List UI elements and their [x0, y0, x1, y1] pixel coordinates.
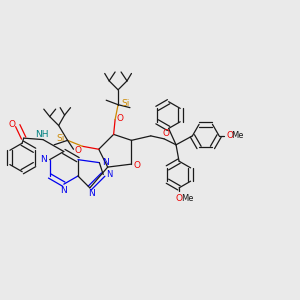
Text: N: N [60, 186, 67, 195]
Text: Si: Si [121, 99, 130, 108]
Text: Me: Me [181, 194, 194, 203]
Text: N: N [102, 158, 109, 167]
Text: O: O [8, 120, 15, 129]
Text: Me: Me [232, 131, 244, 140]
Text: N: N [40, 155, 46, 164]
Text: N: N [88, 189, 95, 198]
Text: O: O [74, 146, 82, 155]
Text: O: O [116, 113, 123, 122]
Text: Si: Si [56, 134, 64, 143]
Text: NH: NH [35, 130, 48, 139]
Text: O: O [176, 194, 182, 203]
Text: O: O [134, 161, 141, 170]
Text: O: O [226, 131, 233, 140]
Text: O: O [162, 129, 169, 138]
Text: N: N [106, 170, 113, 179]
